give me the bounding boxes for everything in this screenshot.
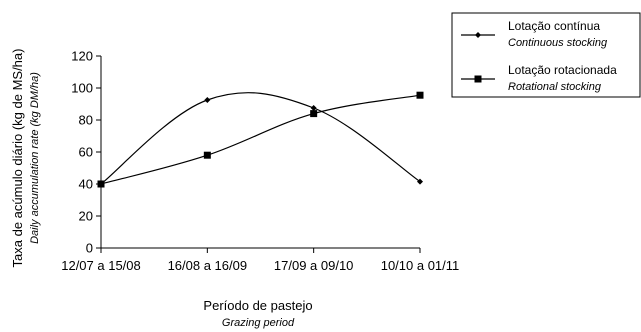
- legend-marker: [474, 75, 482, 83]
- legend-sublabel: Continuous stocking: [508, 37, 608, 49]
- y-tick-label: 60: [79, 145, 93, 160]
- data-point: [97, 180, 105, 188]
- y-tick-label: 40: [79, 177, 93, 192]
- data-point: [416, 91, 424, 99]
- x-axis-subtitle: Grazing period: [222, 317, 295, 329]
- y-tick-label: 20: [79, 209, 93, 224]
- series-line: [100, 92, 421, 185]
- y-ticks: 0 20 40 60 80 100 120: [71, 49, 101, 256]
- series-line: [100, 94, 421, 185]
- x-tick-label: 12/07 a 15/08: [61, 258, 141, 273]
- y-tick-label: 80: [79, 113, 93, 128]
- data-point: [417, 178, 423, 185]
- data-point: [203, 151, 211, 159]
- legend-label: Lotação contínua: [508, 19, 600, 33]
- x-ticks: 12/07 a 15/08 16/08 a 16/09 17/09 a 09/10 1…: [61, 248, 459, 273]
- data-point: [204, 97, 211, 103]
- y-tick-label: 120: [71, 49, 93, 64]
- y-axis-subtitle: Daily accumulation rate (kg DM/ha): [29, 72, 41, 244]
- x-tick-label: 17/09 a 09/10: [274, 258, 354, 273]
- x-axis-title: Período de pastejo: [203, 298, 312, 313]
- series-layer: [97, 91, 424, 188]
- legend-item: Lotação rotacionada Rotational stocking: [461, 63, 617, 93]
- y-axis-title: Taxa de acúmulo diário (kg de MS/ha): [10, 49, 25, 268]
- series-2: [97, 91, 424, 188]
- data-point: [310, 105, 317, 111]
- legend-box: [451, 12, 641, 98]
- legend-marker: [475, 32, 481, 38]
- x-tick-label: 10/10 a 01/11: [381, 258, 460, 273]
- y-tick-label: 100: [71, 81, 93, 96]
- legend-label: Lotação rotacionada: [508, 63, 617, 77]
- legend-item: Lotação contínua Continuous stocking: [461, 19, 608, 49]
- legend-sublabel: Rotational stocking: [508, 81, 602, 93]
- data-point: [310, 110, 318, 118]
- x-tick-label: 16/08 a 16/09: [168, 258, 248, 273]
- y-tick-label: 0: [86, 241, 93, 256]
